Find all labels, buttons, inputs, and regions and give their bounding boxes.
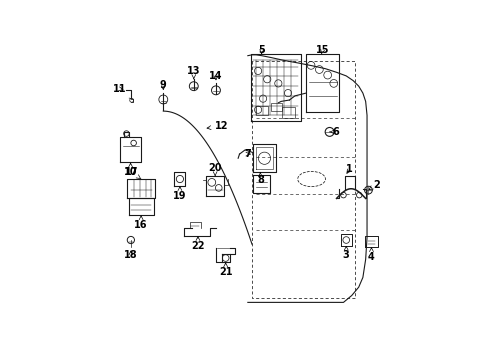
Text: 16: 16 [134,216,147,230]
Text: 18: 18 [124,250,138,260]
Text: 5: 5 [258,45,264,55]
Text: 14: 14 [209,71,222,81]
Bar [255,105,267,115]
Text: 3: 3 [342,246,349,260]
Bar [271,103,282,111]
Text: 8: 8 [256,172,263,185]
Text: 7: 7 [244,149,250,159]
Text: 22: 22 [191,237,204,251]
Text: 10: 10 [123,163,137,177]
Text: 17: 17 [124,167,141,179]
Text: 9: 9 [160,80,166,90]
Text: 20: 20 [208,163,222,176]
Text: 12: 12 [206,121,228,131]
Text: 15: 15 [315,45,329,55]
Bar [282,107,294,118]
Text: 19: 19 [173,187,186,201]
Text: 6: 6 [329,127,339,137]
Text: 1: 1 [346,164,352,174]
Text: 4: 4 [367,248,374,262]
Text: 13: 13 [186,66,200,79]
Text: 11: 11 [113,84,126,94]
Text: 21: 21 [219,263,232,277]
Text: 2: 2 [368,180,379,190]
